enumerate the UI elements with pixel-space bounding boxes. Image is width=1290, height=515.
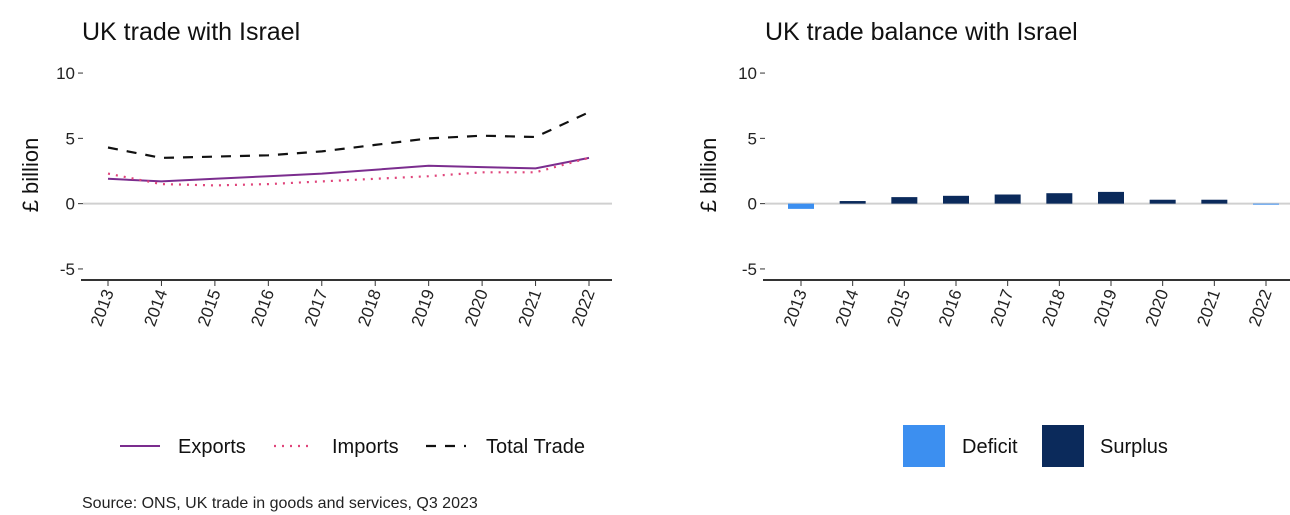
right-x-tick-label: 2019 <box>1090 287 1121 329</box>
balance-bar-2014 <box>839 201 866 204</box>
left-y-tick-label: 10 <box>56 64 75 83</box>
right-x-tick-label: 2013 <box>780 287 811 329</box>
series-line-imports <box>107 156 590 187</box>
balance-bar-2022 <box>1253 203 1279 205</box>
left-chart-title: UK trade with Israel <box>82 18 300 46</box>
left-x-tick-label: 2020 <box>461 287 492 329</box>
left-x-tick-label: 2013 <box>87 287 118 329</box>
balance-bar-2019 <box>1098 191 1124 204</box>
left-y-tick-label: -5 <box>60 260 75 279</box>
right-y-tick-label: 5 <box>748 129 757 148</box>
balance-bar-2020 <box>1149 199 1176 204</box>
legend-surplus-label: Surplus <box>1100 436 1168 458</box>
legend-exports-label: Exports <box>178 436 246 458</box>
left-x-tick-label: 2021 <box>515 287 546 329</box>
right-legend: Deficit Surplus <box>903 425 1168 467</box>
right-x-tick-label: 2020 <box>1142 287 1173 329</box>
legend-total-trade-label: Total Trade <box>486 436 585 458</box>
right-chart-title: UK trade balance with Israel <box>765 18 1078 46</box>
right-x-tick-label: 2014 <box>832 287 863 329</box>
right-y-axis-label: £ billion <box>696 138 721 213</box>
right-y-tick-label: -5 <box>742 260 757 279</box>
right-x-tick-label: 2017 <box>987 287 1018 329</box>
balance-bar-2021 <box>1201 199 1228 204</box>
left-x-tick-label: 2016 <box>247 287 278 329</box>
right-x-tick-label: 2018 <box>1038 287 1069 329</box>
left-x-tick-label: 2015 <box>194 287 225 329</box>
left-x-tick-label: 2019 <box>408 287 439 329</box>
right-x-tick-label: 2016 <box>935 287 966 329</box>
left-y-axis-label: £ billion <box>18 138 43 213</box>
legend-imports-label: Imports <box>332 436 399 458</box>
balance-bar-2013 <box>788 203 814 209</box>
right-y-tick-label: 10 <box>738 64 757 83</box>
balance-bar-2016 <box>943 195 969 204</box>
left-x-tick-label: 2017 <box>301 287 332 329</box>
legend-deficit-swatch <box>903 425 945 467</box>
left-x-tick-label: 2018 <box>354 287 385 329</box>
balance-bar-2015 <box>891 197 918 204</box>
right-y-tick-label: 0 <box>748 195 757 214</box>
legend-surplus-swatch <box>1042 425 1084 467</box>
right-x-tick-label: 2021 <box>1193 287 1224 329</box>
right-x-tick-label: 2015 <box>883 287 914 329</box>
left-plot-area: -5 0 5 10 2013 2014 2015 2016 2017 2018 2019 2020 20… <box>56 64 612 329</box>
series-line-total-trade <box>107 111 590 160</box>
series-line-exports <box>107 156 590 183</box>
left-x-tick-label: 2022 <box>568 287 599 329</box>
left-legend: Exports Imports Total Trade <box>120 436 585 458</box>
legend-deficit-label: Deficit <box>962 436 1018 458</box>
right-plot-area: -5 0 5 10 2013 2014 2015 2016 2017 2018 2019 2020 20… <box>738 64 1290 329</box>
right-x-tick-label: 2022 <box>1245 287 1276 329</box>
left-y-tick-label: 0 <box>66 195 75 214</box>
source-note: Source: ONS, UK trade in goods and servi… <box>82 495 478 512</box>
left-x-tick-label: 2014 <box>140 287 171 329</box>
balance-bar-2018 <box>1046 193 1073 204</box>
left-y-tick-label: 5 <box>66 129 75 148</box>
balance-bar-2017 <box>994 194 1021 204</box>
